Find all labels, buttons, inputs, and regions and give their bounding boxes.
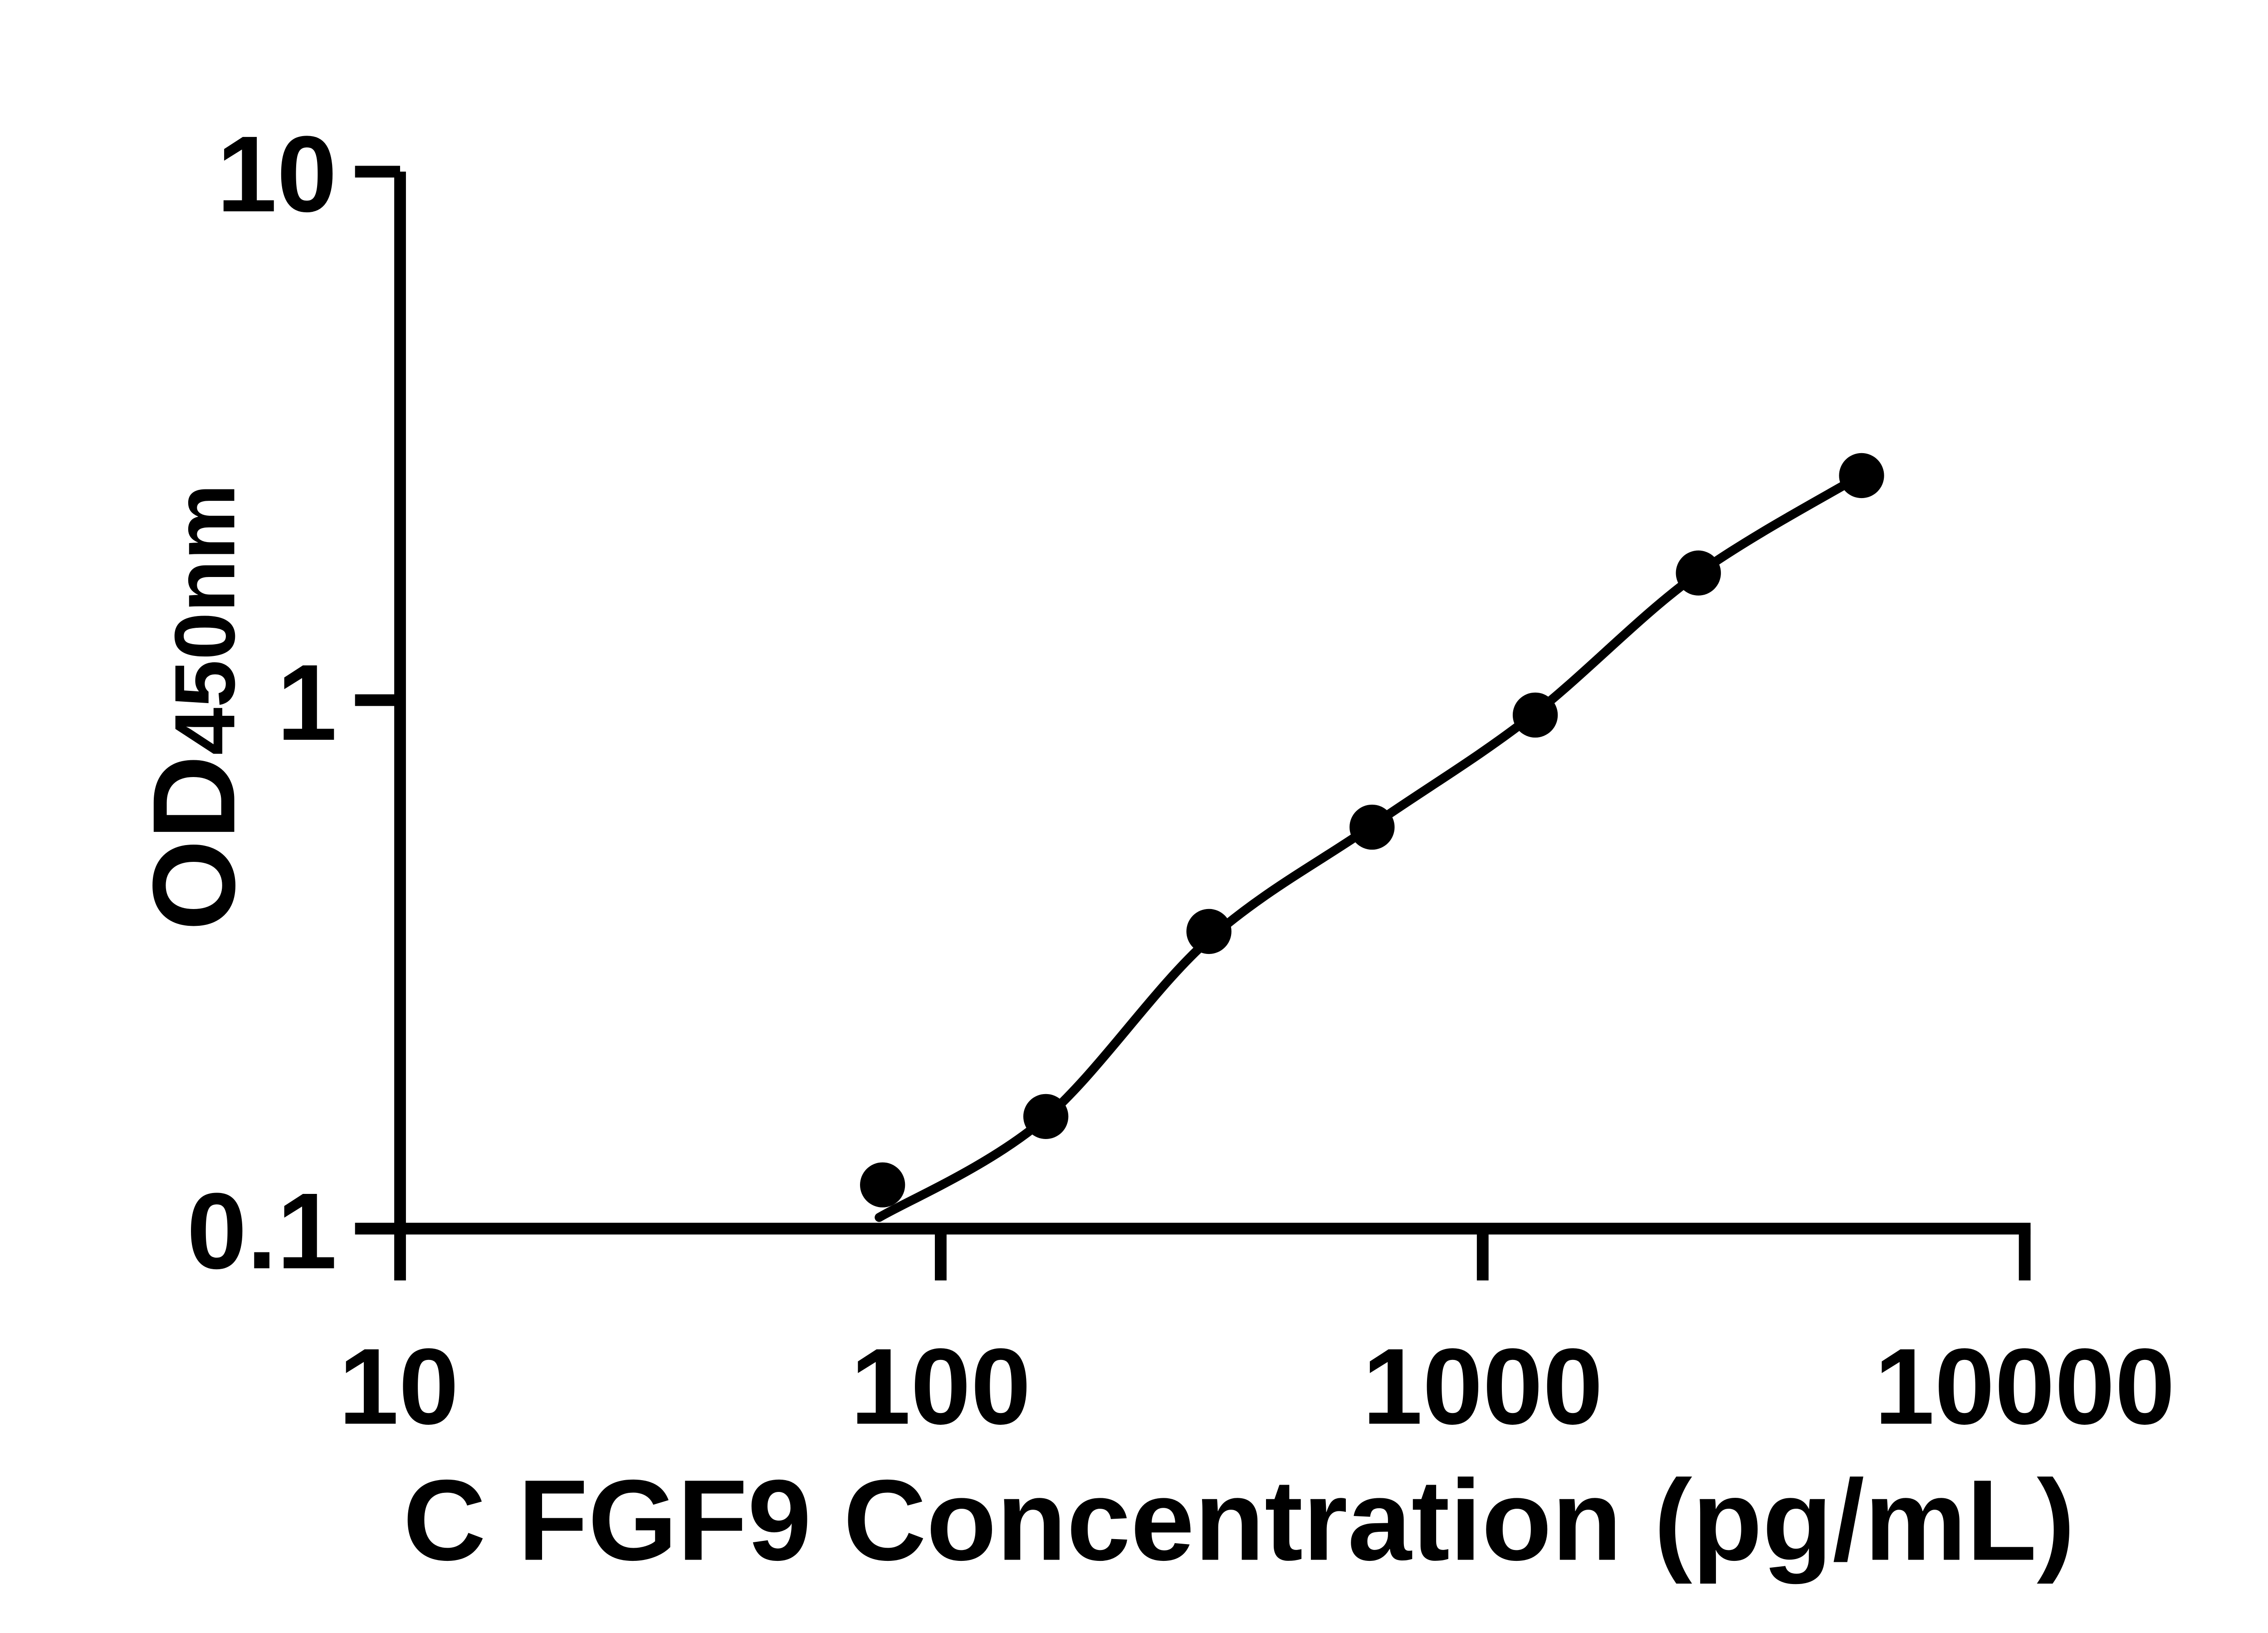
x-tick-label: 100 [850,1326,1031,1447]
axes-group [355,171,2031,1281]
y-axis-title: OD450nm [128,484,259,931]
tick-labels-group: 10 100 1000 10000 10 1 0.1 [187,113,2175,1447]
x-tick-label: 1000 [1363,1326,1603,1447]
x-tick-label: 10000 [1874,1326,2175,1447]
y-axis-title-subscript: 450nm [156,484,252,755]
data-point-marker [1839,453,1884,499]
y-tick-label: 1 [277,642,337,763]
y-tick-label: 0.1 [187,1170,337,1291]
data-point-marker [1349,804,1395,850]
data-point-marker [1186,909,1232,954]
data-point-marker [1023,1094,1069,1139]
data-points-group [860,453,1884,1208]
x-axis-title: C FGF9 Concentration (pg/mL) [403,1456,2075,1584]
y-axis-title-main: OD [128,755,259,931]
data-point-marker [1676,550,1721,596]
data-point-marker [1512,692,1558,738]
data-point-marker [860,1162,905,1208]
x-tick-label: 10 [338,1326,459,1447]
y-tick-label: 10 [217,113,337,235]
ticks-group [355,166,2031,1281]
